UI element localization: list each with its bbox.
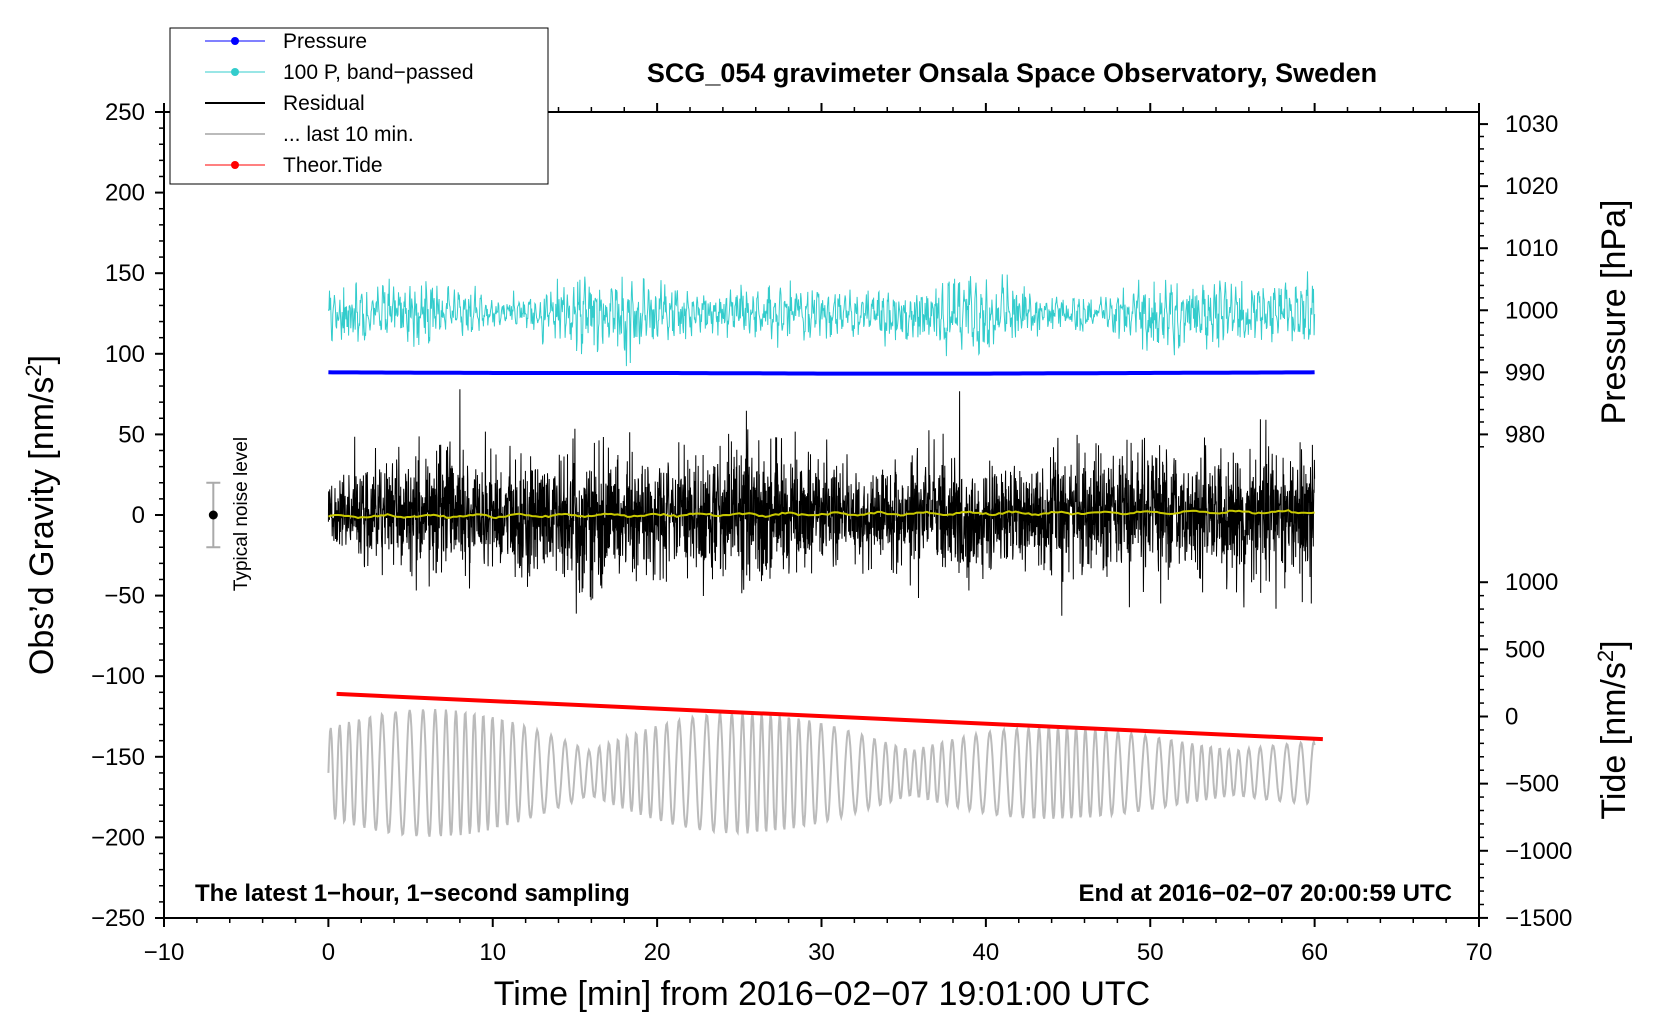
noise-level-indicator: Typical noise level [206, 437, 252, 591]
y-tick-label: −100 [91, 663, 145, 690]
pressure-tick-label: 1020 [1505, 173, 1558, 200]
series-mean-line [328, 509, 1315, 520]
tide-tick-label: 0 [1505, 704, 1518, 731]
x-tick-label: 50 [1137, 939, 1164, 966]
tide-tick-label: −1000 [1505, 838, 1572, 865]
tide-tick-label: 500 [1505, 636, 1545, 663]
legend-swatch-dot [231, 161, 239, 169]
y-tick-label: 50 [118, 421, 145, 448]
legend-label: 100 P, band−passed [283, 61, 474, 84]
chart-title: SCG_054 gravimeter Onsala Space Observat… [647, 58, 1377, 88]
x-tick-label: 60 [1301, 939, 1328, 966]
pressure-tick-label: 1010 [1505, 235, 1558, 262]
noise-label: Typical noise level [231, 437, 252, 591]
x-tick-label: 70 [1466, 939, 1493, 966]
legend: Pressure 100 P, band−passed Residual ... la… [169, 27, 549, 185]
series-theoretical-tide-line [336, 691, 1323, 742]
series-pressure-line [328, 370, 1315, 376]
y-axis-label-left: Obs’d Gravity [nm/s2] [21, 355, 61, 675]
tide-tick-label: −500 [1505, 771, 1559, 798]
x-tick-label: 0 [322, 939, 335, 966]
x-tick-label: −10 [144, 939, 185, 966]
y-tick-label: 0 [132, 502, 145, 529]
x-tick-label: 40 [973, 939, 1000, 966]
legend-swatch-dot [231, 68, 239, 76]
tide-tick-label: 1000 [1505, 569, 1558, 596]
series-last10min-line [327, 708, 1316, 837]
legend-swatch-dot [231, 37, 239, 45]
x-axis-label: Time [min] from 2016−02−07 19:01:00 UTC [494, 975, 1150, 1013]
pressure-tick-label: 980 [1505, 421, 1545, 448]
noise-dot [208, 510, 218, 520]
series-residual-line [327, 389, 1316, 616]
legend-label: Residual [283, 92, 365, 115]
series-bandpassed-pressure-line [327, 271, 1316, 367]
x-tick-label: 20 [644, 939, 671, 966]
legend-label: Theor.Tide [283, 154, 383, 177]
y-tick-label: 100 [105, 341, 145, 368]
y-tick-label: 200 [105, 180, 145, 207]
pressure-tick-label: 1000 [1505, 297, 1558, 324]
y-tick-label: −250 [91, 905, 145, 932]
y-axis-label-pressure: Pressure [hPa] [1595, 200, 1633, 425]
legend-label: ... last 10 min. [283, 123, 414, 146]
end-time-note: End at 2016−02−07 20:00:59 UTC [1078, 880, 1452, 907]
x-tick-label: 10 [479, 939, 506, 966]
legend-box [169, 27, 549, 185]
sampling-note: The latest 1−hour, 1−second sampling [195, 880, 630, 907]
y-tick-label: −50 [104, 583, 145, 610]
tide-tick-label: −1500 [1505, 905, 1572, 932]
y-tick-label: −150 [91, 744, 145, 771]
y-tick-label: 150 [105, 260, 145, 287]
pressure-tick-label: 1030 [1505, 111, 1558, 138]
y-tick-label: 250 [105, 99, 145, 126]
x-tick-label: 30 [808, 939, 835, 966]
y-tick-label: −200 [91, 824, 145, 851]
legend-label: Pressure [283, 30, 367, 53]
pressure-tick-label: 990 [1505, 359, 1545, 386]
y-axis-label-tide: Tide [nm/s2] [1593, 640, 1633, 819]
